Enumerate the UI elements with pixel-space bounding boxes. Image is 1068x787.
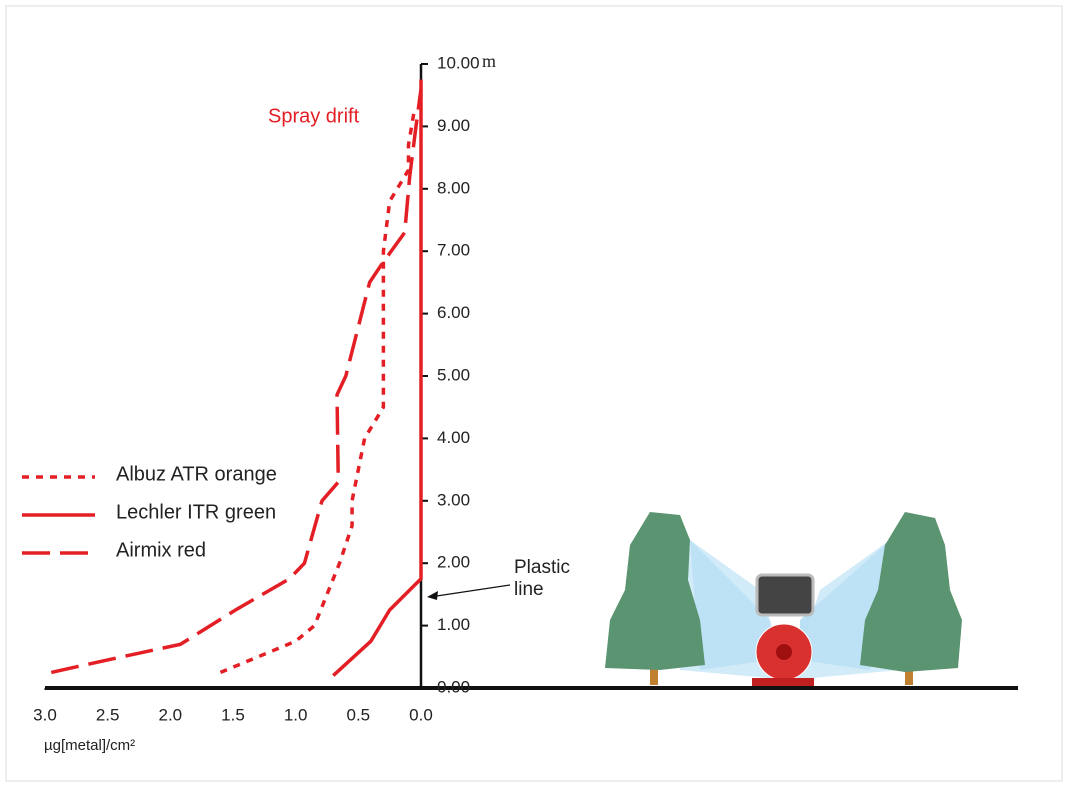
y-tick-label: 8.00 [437, 178, 470, 197]
x-tick-label: 3.0 [33, 705, 57, 724]
y-tick-label: 3.00 [437, 490, 470, 509]
x-tick-label: 0.5 [347, 705, 371, 724]
x-tick-label: 0.0 [409, 705, 433, 724]
arrow-head [427, 591, 438, 600]
legend-label: Lechler ITR green [116, 501, 276, 523]
y-tick-label: 10.00 [437, 53, 480, 72]
x-tick-label: 1.5 [221, 705, 245, 724]
series-line [220, 108, 414, 673]
y-tick-label: 2.00 [437, 553, 470, 572]
legend-label: Airmix red [116, 539, 206, 561]
y-tick-label: 7.00 [437, 241, 470, 260]
y-tick-label: 6.00 [437, 303, 470, 322]
x-tick-label: 2.5 [96, 705, 120, 724]
y-tick-label: 9.00 [437, 116, 470, 135]
legend-label: Albuz ATR orange [116, 463, 277, 485]
x-tick-label: 2.0 [159, 705, 183, 724]
illustration [605, 512, 962, 686]
y-tick-label: 0.00 [437, 677, 470, 696]
annotation: Spray drift [268, 105, 360, 127]
y-tick-label: 5.00 [437, 365, 470, 384]
x-axis-label: µg[metal]/cm² [44, 737, 135, 754]
series-line [51, 89, 421, 672]
annotation: Plastic line [514, 557, 594, 601]
y-unit: m [482, 51, 496, 71]
annotation-arrow [430, 585, 510, 597]
x-tick-label: 1.0 [284, 705, 308, 724]
chart: µg[metal]/cm² m Spray drift 0.001.002.00… [0, 0, 1068, 787]
page: {"chart_data": {"type": "line", "x_label… [0, 0, 1068, 787]
y-tick-label: 1.00 [437, 615, 470, 634]
y-tick-label: 4.00 [437, 428, 470, 447]
